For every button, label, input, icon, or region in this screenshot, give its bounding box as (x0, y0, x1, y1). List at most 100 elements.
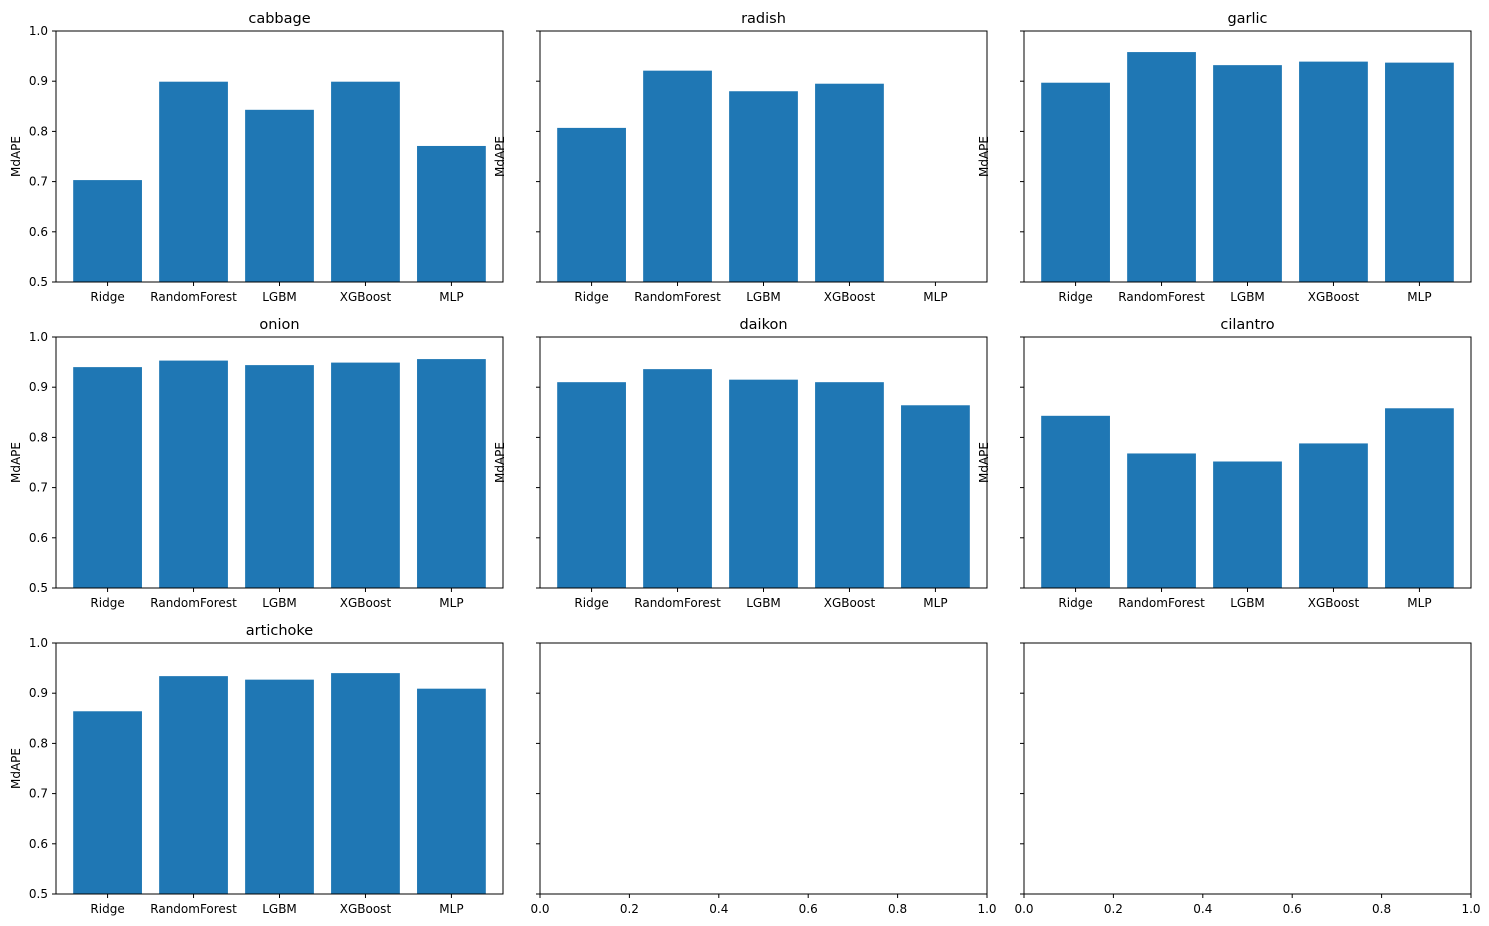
subplot-title: artichoke (246, 623, 313, 639)
subplot-2: Ridge RandomForest LGBM XGBoost MLP radish MdA… (493, 11, 988, 304)
bar-Ridge (73, 711, 142, 894)
x-tick-label: XGBoost (340, 902, 392, 916)
x-tick-label: MLP (1407, 596, 1431, 610)
x-tick-label: RandomForest (150, 290, 237, 304)
x-tick-label: 0.6 (1283, 902, 1302, 916)
x-tick-label: 1.0 (977, 902, 996, 916)
subplot-5: Ridge RandomForest LGBM XGBoost MLP daikon MdA… (493, 317, 988, 610)
bar-RandomForest (1127, 52, 1196, 282)
x-tick-label: MLP (439, 290, 463, 304)
bar-XGBoost (815, 83, 884, 283)
bar-LGBM (729, 91, 798, 283)
y-tick-label: 0.8 (29, 124, 48, 138)
subplot-6: Ridge RandomForest LGBM XGBoost MLP cilantro M… (977, 317, 1472, 610)
bar-RandomForest (643, 369, 712, 588)
y-axis-label: MdAPE (493, 442, 507, 483)
y-tick-label: 0.7 (29, 787, 48, 801)
x-tick-label: LGBM (746, 290, 781, 304)
subplot-1: Ridge RandomForest LGBM XGBoost MLP 0.5 0.6 0.7… (9, 11, 504, 304)
bar-MLP (1385, 408, 1454, 588)
bar-Ridge (1041, 82, 1110, 283)
x-tick-label: Ridge (90, 596, 124, 610)
bar-MLP (417, 145, 486, 282)
y-tick-label: 0.7 (29, 175, 48, 189)
subplot-7: Ridge RandomForest LGBM XGBoost MLP 0.5 0.6 0.7… (9, 623, 504, 916)
y-axis-label: MdAPE (493, 136, 507, 177)
subplot-title: garlic (1227, 11, 1267, 27)
bar-XGBoost (331, 81, 400, 282)
x-tick-label: 0.2 (1104, 902, 1123, 916)
y-axis-label: MdAPE (977, 136, 991, 177)
x-tick-label: XGBoost (824, 290, 876, 304)
x-tick-label: LGBM (746, 596, 781, 610)
x-tick-label: XGBoost (1308, 290, 1360, 304)
x-tick-label: 0.0 (530, 902, 549, 916)
x-tick-label: Ridge (574, 596, 608, 610)
subplot-8: 0.0 0.2 0.4 0.6 0.8 1.0 (530, 642, 997, 916)
bar-XGBoost (1299, 443, 1368, 588)
bar-Ridge (73, 180, 142, 282)
subplot-title: onion (259, 317, 299, 333)
bar-LGBM (729, 379, 798, 588)
x-tick-label: RandomForest (634, 290, 721, 304)
x-tick-label: Ridge (1058, 290, 1092, 304)
bar-XGBoost (331, 673, 400, 894)
y-axis-label: MdAPE (9, 136, 23, 177)
axes-frame (539, 30, 988, 283)
bar-RandomForest (159, 360, 228, 588)
axes-frame (539, 642, 988, 895)
x-tick-label: LGBM (1230, 290, 1265, 304)
y-tick-label: 0.9 (29, 74, 48, 88)
axes-frame (55, 336, 504, 589)
x-tick-label: XGBoost (824, 596, 876, 610)
x-tick-label: MLP (439, 902, 463, 916)
subplot-4: Ridge RandomForest LGBM XGBoost MLP 0.5 0.6 0.7… (9, 317, 504, 610)
x-tick-label: MLP (923, 596, 947, 610)
subplot-9: 0.0 0.2 0.4 0.6 0.8 1.0 (1014, 642, 1481, 916)
bar-LGBM (245, 679, 314, 894)
bar-LGBM (1213, 65, 1282, 282)
x-tick-label: Ridge (1058, 596, 1092, 610)
x-tick-label: MLP (923, 290, 947, 304)
y-tick-label: 0.9 (29, 380, 48, 394)
x-tick-label: 0.2 (620, 902, 639, 916)
y-tick-label: 1.0 (29, 24, 48, 38)
y-tick-label: 0.8 (29, 430, 48, 444)
x-tick-label: RandomForest (1118, 290, 1205, 304)
x-tick-label: LGBM (262, 596, 297, 610)
y-axis-label: MdAPE (9, 748, 23, 789)
subplot-title: daikon (739, 317, 787, 333)
x-tick-label: RandomForest (634, 596, 721, 610)
bar-XGBoost (815, 382, 884, 588)
x-tick-label: LGBM (262, 290, 297, 304)
bar-XGBoost (1299, 61, 1368, 283)
x-tick-label: 0.8 (888, 902, 907, 916)
y-axis-label: MdAPE (9, 442, 23, 483)
y-tick-label: 0.5 (29, 887, 48, 901)
bar-LGBM (1213, 461, 1282, 588)
x-tick-label: RandomForest (150, 596, 237, 610)
subplot-title: cilantro (1220, 317, 1274, 333)
bar-RandomForest (159, 676, 228, 894)
subplot-3: Ridge RandomForest LGBM XGBoost MLP garlic MdA… (977, 11, 1472, 304)
bar-MLP (417, 688, 486, 894)
x-tick-label: XGBoost (1308, 596, 1360, 610)
bar-Ridge (1041, 415, 1110, 588)
axes-frame (55, 30, 504, 283)
bar-RandomForest (643, 70, 712, 282)
y-tick-label: 0.7 (29, 481, 48, 495)
y-tick-label: 0.6 (29, 531, 48, 545)
y-tick-label: 1.0 (29, 636, 48, 650)
bar-Ridge (73, 367, 142, 588)
y-tick-label: 0.5 (29, 275, 48, 289)
axes-frame (1023, 642, 1472, 895)
x-tick-label: Ridge (574, 290, 608, 304)
x-tick-label: RandomForest (150, 902, 237, 916)
bar-MLP (901, 405, 970, 588)
x-tick-label: LGBM (262, 902, 297, 916)
subplot-title: radish (741, 11, 786, 27)
bar-RandomForest (159, 81, 228, 282)
x-tick-label: MLP (1407, 290, 1431, 304)
bar-LGBM (245, 365, 314, 588)
